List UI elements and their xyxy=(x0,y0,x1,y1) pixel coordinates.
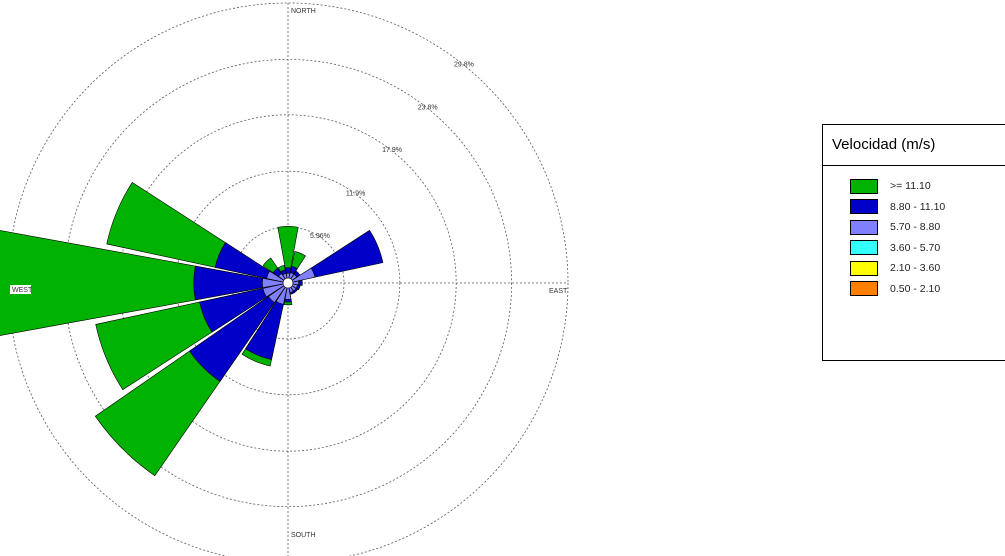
petal-w-bin-2 xyxy=(262,278,289,288)
grid-ring xyxy=(7,2,569,556)
west-label-background xyxy=(10,285,31,294)
legend-swatch xyxy=(850,199,878,215)
legend-label: 5.70 - 8.80 xyxy=(890,221,941,234)
legend-items: >= 11.10 8.80 - 11.10 5.70 - 8.80 3.60 -… xyxy=(823,166,1005,299)
legend: Velocidad (m/s) >= 11.10 8.80 - 11.10 5.… xyxy=(822,124,1005,361)
petal-wsw-bin-2 xyxy=(262,282,289,298)
petal-sw-bin-2 xyxy=(268,282,289,303)
legend-swatch xyxy=(850,178,878,194)
petal-ene-bin-2 xyxy=(287,267,316,284)
legend-item: 2.10 - 3.60 xyxy=(823,258,1005,279)
east-label: EAST xyxy=(549,288,568,295)
petal-s-bin-2 xyxy=(284,282,292,300)
ring-labels-layer: 5.96% 11.9% 17.9% 23.8% 29.8% xyxy=(310,62,474,241)
petal-w-bin-1 xyxy=(193,265,289,301)
petals-layer xyxy=(0,182,384,477)
petal-ssw-bin-2 xyxy=(275,282,289,305)
ring-label: 11.9% xyxy=(346,190,365,197)
legend-item: 8.80 - 11.10 xyxy=(823,197,1005,218)
legend-title: Velocidad (m/s) xyxy=(823,125,1005,166)
north-label: NORTH xyxy=(291,8,316,15)
legend-label: 8.80 - 11.10 xyxy=(890,200,946,213)
legend-swatch xyxy=(850,240,878,256)
ring-label: 29.8% xyxy=(454,62,474,69)
petal-n-bin-0 xyxy=(277,226,299,284)
petal-w-bin-0 xyxy=(0,230,289,336)
petal-e-bin-2 xyxy=(287,280,299,286)
legend-label: 3.60 - 5.70 xyxy=(890,241,941,254)
ring-label: 5.96% xyxy=(310,233,330,240)
legend-label: >= 11.10 xyxy=(890,180,931,193)
grid-ring xyxy=(175,170,401,396)
legend-swatch xyxy=(850,260,878,276)
legend-swatch xyxy=(850,219,878,235)
legend-label: 2.10 - 3.60 xyxy=(890,262,941,275)
legend-item: 3.60 - 5.70 xyxy=(823,238,1005,259)
legend-item: 5.70 - 8.80 xyxy=(823,217,1005,238)
calm-center-circle xyxy=(282,277,294,289)
legend-item: 0.50 - 2.10 xyxy=(823,279,1005,300)
west-label: WEST xyxy=(12,287,33,294)
ring-label: 17.9% xyxy=(382,147,402,154)
legend-swatch xyxy=(850,281,878,297)
petal-wnw-bin-2 xyxy=(266,270,289,284)
direction-labels-layer: NORTH EAST SOUTH WEST xyxy=(10,8,568,539)
south-label: SOUTH xyxy=(291,532,316,539)
petal-sw-bin-1 xyxy=(189,282,289,382)
legend-item: >= 11.10 xyxy=(823,176,1005,197)
legend-label: 0.50 - 2.10 xyxy=(890,282,941,295)
ring-label: 23.8% xyxy=(418,105,438,112)
